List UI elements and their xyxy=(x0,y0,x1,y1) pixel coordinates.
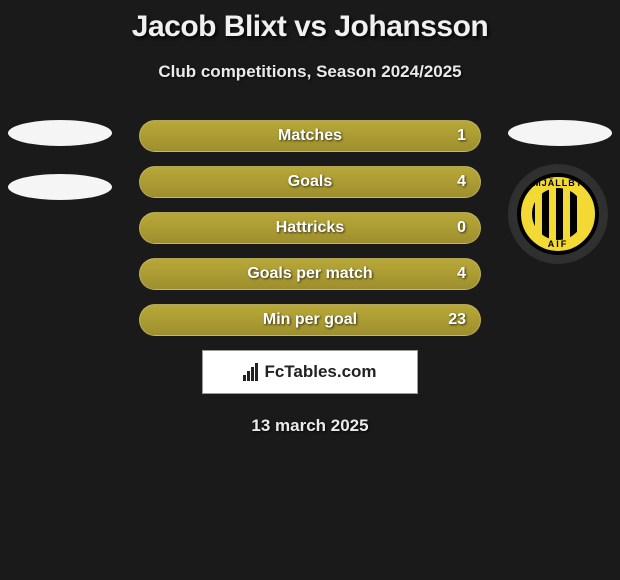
club-badge: MJÄLLBY AIF xyxy=(508,164,608,264)
player1-badge-placeholder-2 xyxy=(8,174,112,200)
stat-value: 0 xyxy=(457,219,466,237)
date-line: 13 march 2025 xyxy=(0,416,620,436)
club-name-top: MJÄLLBY xyxy=(533,178,583,188)
stat-value: 4 xyxy=(457,265,466,283)
stat-rows: Matches 1 Goals 4 Hattricks 0 Goals per … xyxy=(139,120,481,336)
stat-value: 1 xyxy=(457,127,466,145)
club-badge-text: MJÄLLBY AIF xyxy=(521,177,595,251)
stat-row-matches: Matches 1 xyxy=(139,120,481,152)
player2-badges: MJÄLLBY AIF xyxy=(508,120,612,264)
stats-area: MJÄLLBY AIF Matches 1 Goals 4 Hattricks … xyxy=(0,120,620,436)
stat-row-goals-per-match: Goals per match 4 xyxy=(139,258,481,290)
stat-label: Min per goal xyxy=(263,311,357,329)
player1-badges xyxy=(8,120,112,228)
club-badge-inner: MJÄLLBY AIF xyxy=(517,173,599,255)
brand-box[interactable]: FcTables.com xyxy=(202,350,418,394)
player2-badge-placeholder xyxy=(508,120,612,146)
stat-label: Matches xyxy=(278,127,342,145)
stat-value: 23 xyxy=(448,311,466,329)
stat-label: Goals xyxy=(288,173,332,191)
stat-row-goals: Goals 4 xyxy=(139,166,481,198)
stat-label: Goals per match xyxy=(247,265,372,283)
brand-text: FcTables.com xyxy=(264,362,376,382)
player1-badge-placeholder-1 xyxy=(8,120,112,146)
page-title: Jacob Blixt vs Johansson xyxy=(0,10,620,44)
comparison-card: Jacob Blixt vs Johansson Club competitio… xyxy=(0,0,620,436)
stat-label: Hattricks xyxy=(276,219,344,237)
subtitle: Club competitions, Season 2024/2025 xyxy=(0,62,620,82)
stat-row-min-per-goal: Min per goal 23 xyxy=(139,304,481,336)
bar-chart-icon xyxy=(243,363,258,381)
stat-value: 4 xyxy=(457,173,466,191)
club-name-bottom: AIF xyxy=(548,239,569,249)
stat-row-hattricks: Hattricks 0 xyxy=(139,212,481,244)
